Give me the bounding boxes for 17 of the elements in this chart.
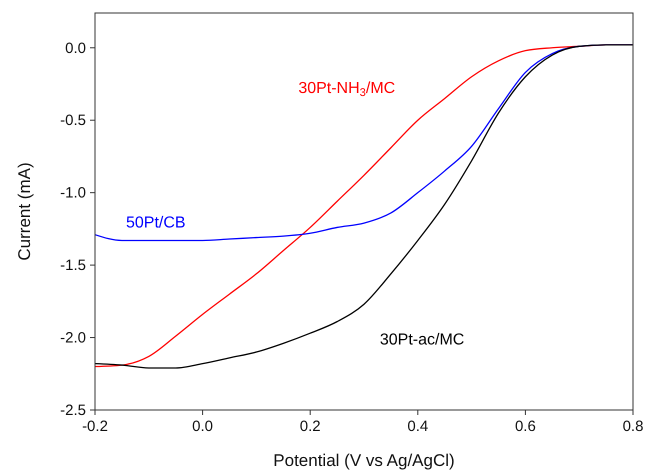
series-label: 30Pt-NH$_{3}$/MC: [298, 80, 396, 100]
series-label: 50Pt/CB: [126, 214, 186, 232]
x-tick-label: 0.0: [192, 418, 214, 435]
y-tick-label: -2.0: [60, 330, 86, 347]
x-tick-label: 0.4: [407, 418, 428, 435]
y-axis-title: Current (mA): [15, 162, 34, 261]
y-tick-label: -1.0: [60, 184, 86, 202]
y-tick-label: -1.5: [60, 257, 86, 274]
x-tick-label: 0.6: [514, 418, 536, 435]
y-tick-label: -0.5: [60, 112, 86, 130]
y-tick-label: -2.5: [60, 402, 86, 419]
x-tick-label: 0.8: [622, 418, 644, 435]
x-tick-label: 0.2: [300, 418, 321, 435]
series-label: 30Pt-ac/MC: [380, 332, 464, 349]
y-tick-label: 0.0: [65, 40, 86, 57]
x-axis-title: Potential (V vs Ag/AgCl): [273, 451, 455, 470]
x-tick-label: -0.2: [82, 418, 108, 435]
